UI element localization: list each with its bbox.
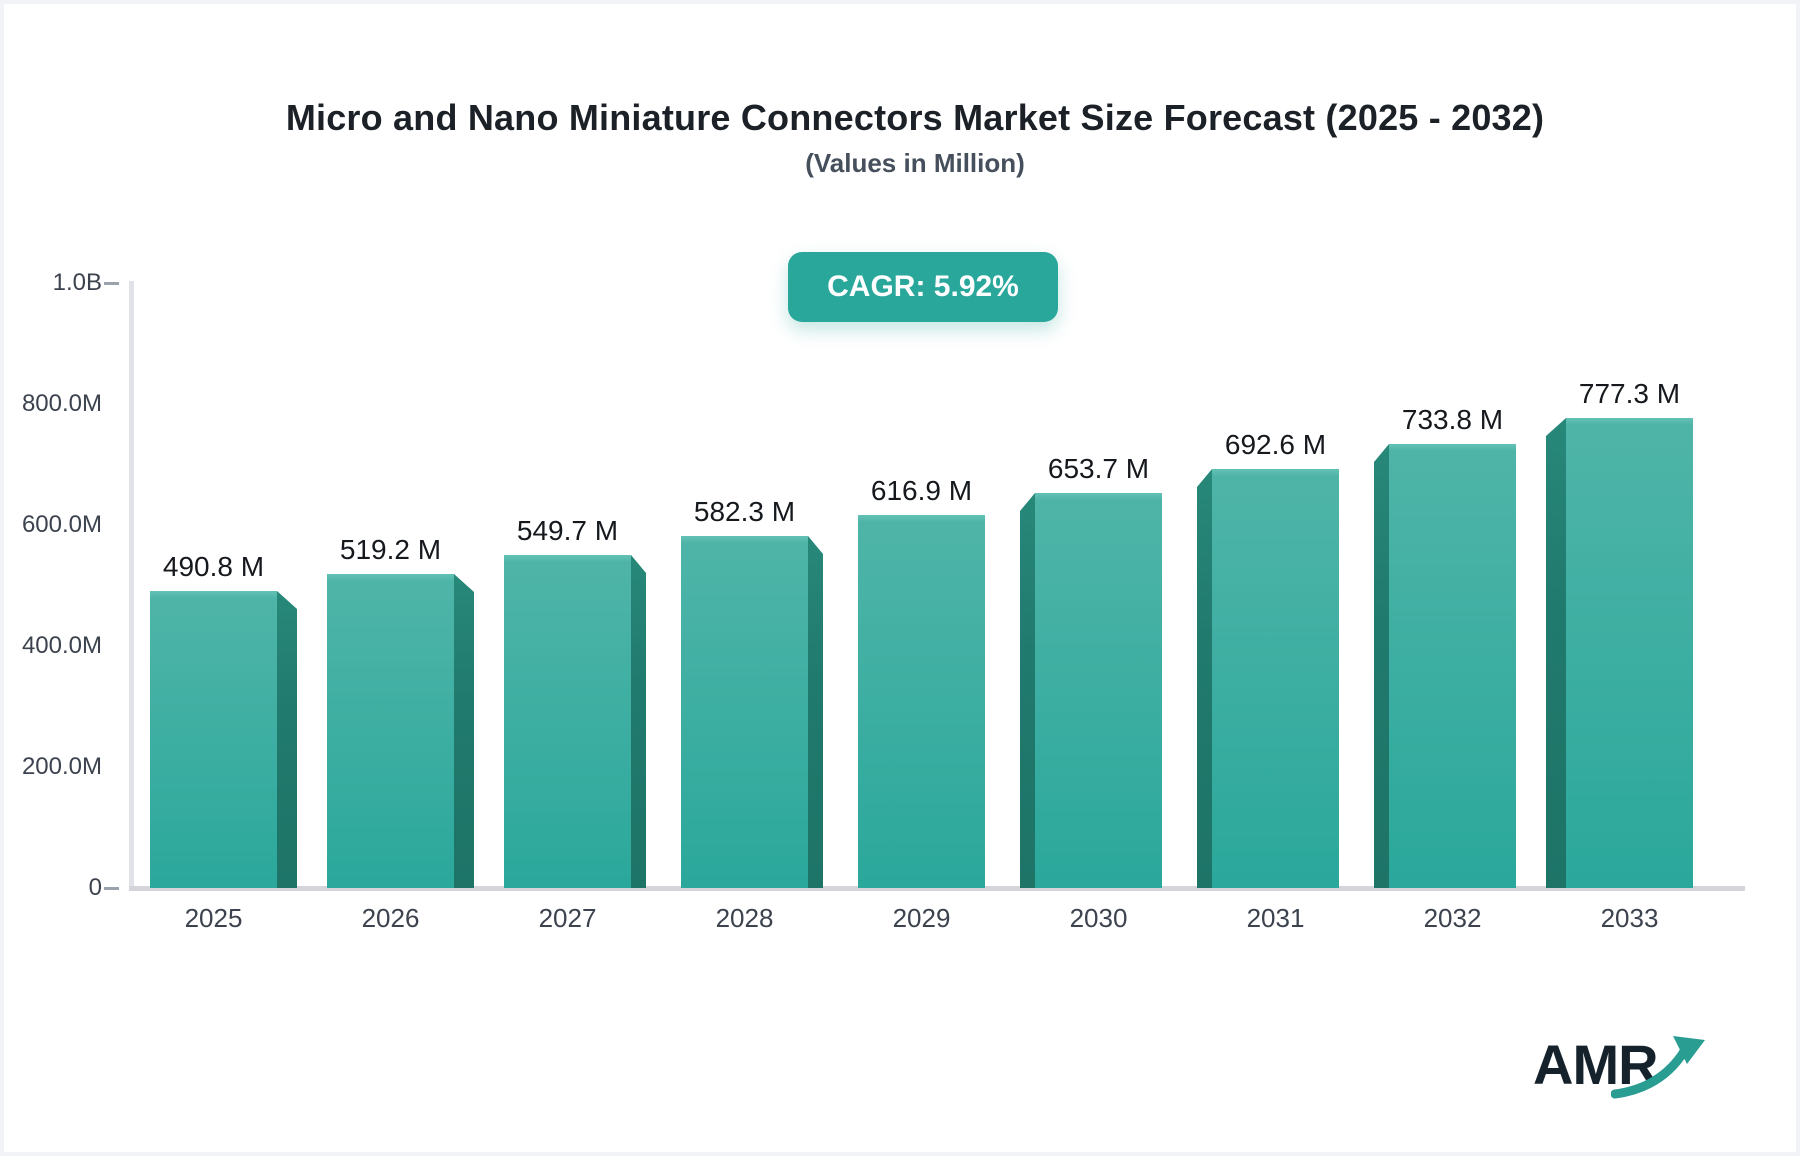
x-axis-label-2033: 2033 <box>1600 903 1659 933</box>
cagr-badge: CAGR: 5.92% <box>788 252 1058 322</box>
y-axis-tick <box>104 282 119 285</box>
x-axis-label-2029: 2029 <box>892 903 951 933</box>
bar-2032[interactable] <box>1389 444 1516 888</box>
bar-2030[interactable] <box>1035 493 1162 888</box>
bar-2028[interactable] <box>681 536 808 888</box>
bar-value-label-2027: 549.7 M <box>516 515 619 546</box>
y-axis-label-1.0B: 1.0B <box>52 269 102 296</box>
bar-side-2025 <box>277 591 297 888</box>
bar-value-label-2028: 582.3 M <box>693 496 796 527</box>
bar-value-label-2029: 616.9 M <box>870 475 973 506</box>
bar-side-2028 <box>808 536 823 888</box>
bar-2033[interactable] <box>1566 418 1693 888</box>
y-axis-tick <box>104 887 119 890</box>
chart-subtitle: (Values in Million) <box>805 148 1025 178</box>
bar-2029[interactable] <box>858 515 985 888</box>
chart-title: Micro and Nano Miniature Connectors Mark… <box>285 97 1545 138</box>
x-axis-label-2032: 2032 <box>1423 903 1482 933</box>
bar-side-2026 <box>454 574 474 888</box>
bar-side-2027 <box>631 555 646 888</box>
cagr-badge-label: CAGR: 5.92% <box>827 270 1019 303</box>
x-axis-label-2030: 2030 <box>1069 903 1128 933</box>
bar-value-label-2033: 777.3 M <box>1578 378 1681 409</box>
y-axis-label-0: 0 <box>88 874 102 901</box>
bar-side-2031 <box>1197 469 1212 888</box>
x-axis-label-2028: 2028 <box>715 903 774 933</box>
x-axis-label-2031: 2031 <box>1246 903 1305 933</box>
x-axis-label-2027: 2027 <box>538 903 597 933</box>
y-axis-label-200.0M: 200.0M <box>21 753 102 780</box>
bar-2027[interactable] <box>504 555 631 888</box>
y-axis-label-600.0M: 600.0M <box>21 511 102 538</box>
bar-side-2033 <box>1546 418 1566 888</box>
bar-value-label-2031: 692.6 M <box>1224 429 1327 460</box>
bar-value-label-2032: 733.8 M <box>1401 404 1504 435</box>
bar-value-label-2030: 653.7 M <box>1047 453 1150 484</box>
bar-2025[interactable] <box>150 591 277 888</box>
trend-up-arrow-icon <box>1611 1036 1705 1099</box>
x-axis-label-2025: 2025 <box>184 903 243 933</box>
amr-logo: AMR <box>1533 1030 1713 1110</box>
x-axis-label-2026: 2026 <box>361 903 420 933</box>
bar-2026[interactable] <box>327 574 454 888</box>
bar-side-2030 <box>1020 493 1035 888</box>
bar-2031[interactable] <box>1212 469 1339 888</box>
bar-value-label-2025: 490.8 M <box>162 551 265 582</box>
x-axis-baseline <box>129 886 1745 891</box>
y-axis-label-800.0M: 800.0M <box>21 390 102 417</box>
y-axis-label-400.0M: 400.0M <box>21 632 102 659</box>
y-axis-line <box>129 281 134 888</box>
bar-value-label-2026: 519.2 M <box>339 534 442 565</box>
bar-side-2032 <box>1374 444 1389 888</box>
